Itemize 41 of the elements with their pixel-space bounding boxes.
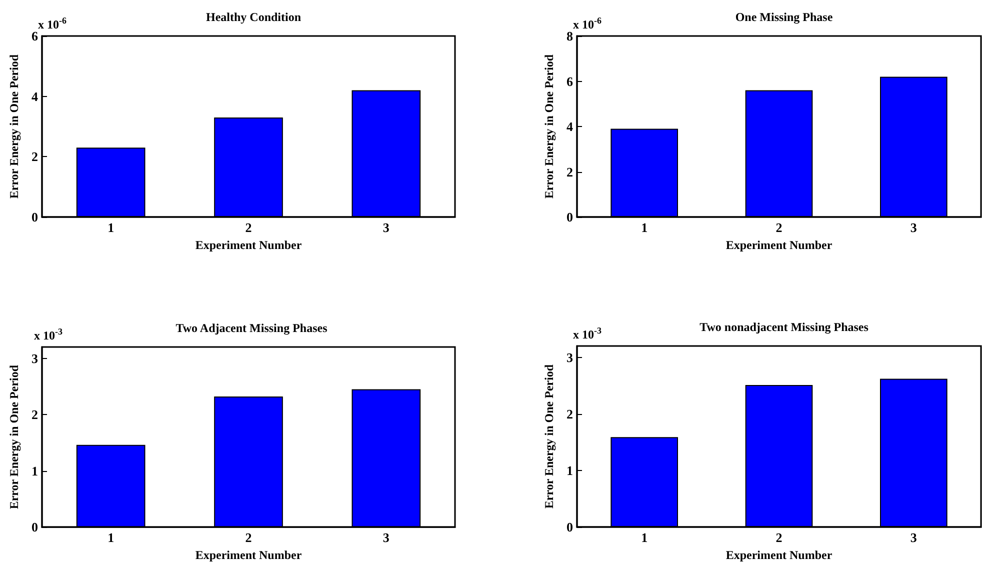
y-tick-label: 2	[32, 407, 38, 422]
y-tick-label: 1	[566, 462, 573, 478]
x-tick-label: 2	[776, 530, 782, 545]
x-axis-title: Experiment Number	[195, 238, 302, 252]
x-axis-title: Experiment Number	[726, 238, 833, 252]
x-axis-title: Experiment Number	[195, 548, 302, 562]
chart-title: Healthy Condition	[206, 10, 302, 24]
x-tick-label: 1	[108, 220, 114, 235]
chart-title: Two Adjacent Missing Phases	[176, 321, 328, 335]
x-axis-title: Experiment Number	[726, 548, 833, 562]
y-tick-label: 6	[32, 28, 38, 44]
x-tick-label: 1	[641, 530, 648, 545]
y-tick-label: 8	[566, 28, 574, 44]
y-tick-label: 0	[566, 520, 573, 534]
chart-title: Two nonadjacent Missing Phases	[700, 320, 869, 334]
y-axis-title: Error Energy in One Period	[7, 54, 21, 199]
chart-title: One Missing Phase	[735, 10, 834, 24]
y-tick-label: 2	[32, 149, 38, 164]
y-tick-label: 0	[32, 210, 38, 224]
x-tick-label: 1	[108, 530, 114, 546]
y-tick-label: 4	[566, 119, 574, 134]
x-tick-label: 3	[910, 530, 918, 545]
y-axis-title: Error Energy in One Period	[542, 364, 556, 509]
x-tick-label: 2	[245, 220, 252, 235]
x-tick-label: 3	[910, 220, 918, 235]
x-tick-label: 3	[382, 220, 390, 235]
y-axis-title: Error Energy in One Period	[542, 54, 556, 199]
y-tick-label: 6	[566, 74, 574, 89]
y-tick-label: 3	[32, 350, 38, 366]
y-axis-title: Error Energy in One Period	[7, 364, 21, 510]
y-tick-label: 1	[32, 463, 38, 478]
x-tick-label: 2	[245, 530, 252, 546]
x-tick-label: 3	[382, 530, 390, 546]
y-tick-label: 0	[32, 520, 38, 535]
x-tick-label: 1	[641, 220, 648, 235]
y-tick-label: 2	[566, 406, 573, 422]
y-tick-label: 0	[566, 210, 573, 224]
y-tick-label: 4	[32, 88, 38, 104]
x-tick-label: 2	[776, 220, 782, 235]
y-tick-label: 3	[566, 350, 574, 365]
y-tick-label: 2	[566, 164, 573, 180]
